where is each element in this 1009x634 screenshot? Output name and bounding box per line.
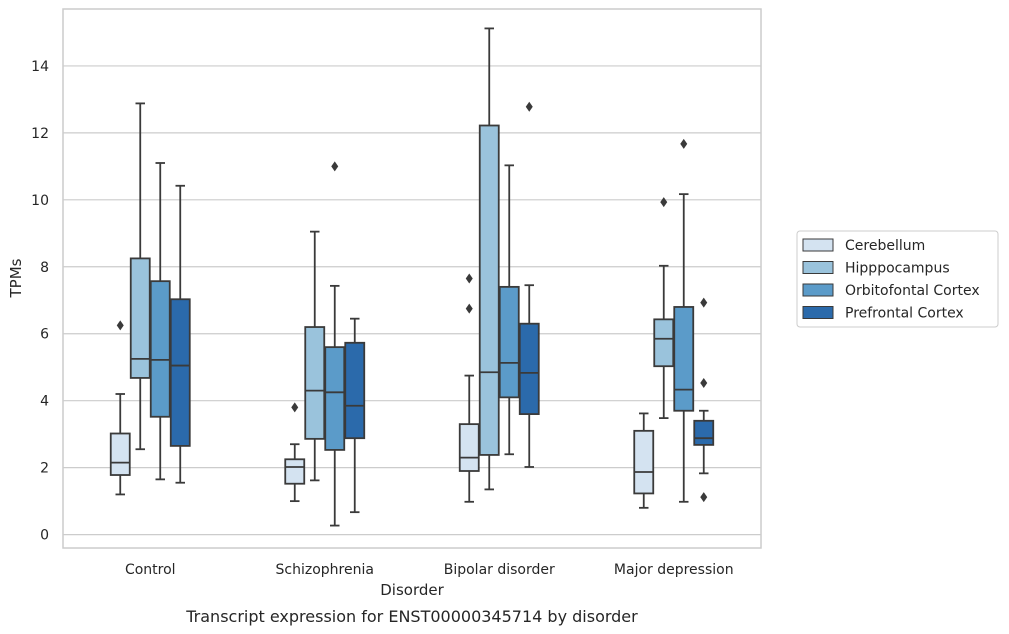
chart-caption: Transcript expression for ENST0000034571… [185,607,638,626]
box-iqr [149,280,171,418]
box [518,101,540,468]
box-series [109,273,655,509]
x-axis-ticks: Control Schizophrenia Bipolar disorder Majo… [125,562,734,578]
box [458,273,480,503]
box [109,320,131,496]
x-tick-label: Control [125,562,176,578]
box [304,230,326,482]
box-iqr [344,341,366,440]
outlier-point [700,492,708,503]
box-plot-area [109,27,715,527]
outlier-point [465,303,473,314]
legend-swatch [802,261,834,274]
box-iqr [324,346,346,451]
x-tick-label: Schizophrenia [276,562,374,578]
outlier-point [331,161,339,172]
box [284,402,306,503]
outlier-point [680,138,688,149]
box-iqr [109,432,131,476]
box-iqr [304,326,326,440]
legend-label: Hipppocampus [845,261,950,277]
legend-frame [796,230,999,328]
box-iqr [653,318,675,368]
box [673,138,695,503]
legend-swatch [802,283,834,297]
outlier-point [291,402,299,413]
legend: Cerebellum Hipppocampus Orbitofontal Corte… [796,230,999,328]
y-tick-label: 12 [31,126,49,142]
x-tick-label: Major depression [614,562,734,578]
box-series [149,138,695,527]
box-iqr [129,257,151,379]
y-tick-label: 8 [40,260,49,276]
legend-label: Orbitofontal Cortex [845,283,980,299]
outlier-point [465,273,473,284]
box-iqr [498,285,520,399]
y-tick-label: 2 [40,461,49,477]
outlier-point [700,297,708,308]
plot-frame [62,8,762,549]
box-iqr [284,458,306,485]
y-tick-label: 14 [31,59,49,75]
box [149,162,171,481]
legend-swatch [802,306,834,319]
box-iqr [633,429,655,495]
box-iqr [673,306,695,412]
box-series [129,27,675,491]
box-iqr [693,419,715,446]
box-iqr [518,322,540,415]
box [344,317,366,514]
box [324,161,346,527]
y-axis-label: TPMs [7,258,25,298]
box [169,184,191,484]
box-iqr [458,423,480,472]
box [653,197,675,420]
outlier-point [660,197,668,208]
legend-swatch [802,238,834,252]
outlier-point [700,377,708,388]
box [498,164,520,456]
x-axis-label: Disorder [380,581,444,599]
box [478,27,500,491]
box [693,297,715,503]
legend-label: Cerebellum [845,238,925,254]
y-tick-label: 6 [40,327,49,343]
y-tick-label: 10 [31,193,49,209]
box-iqr [478,124,500,456]
outlier-point [525,101,533,112]
box-iqr [169,298,191,447]
y-tick-label: 4 [40,394,49,410]
legend-label: Prefrontal Cortex [845,306,964,322]
y-axis-ticks: 0 2 4 6 8 10 12 14 [31,59,49,544]
y-tick-label: 0 [40,528,49,544]
box [129,102,151,451]
box [633,412,655,509]
x-tick-label: Bipolar disorder [444,562,555,578]
outlier-point [116,320,124,331]
box-series [169,101,715,514]
